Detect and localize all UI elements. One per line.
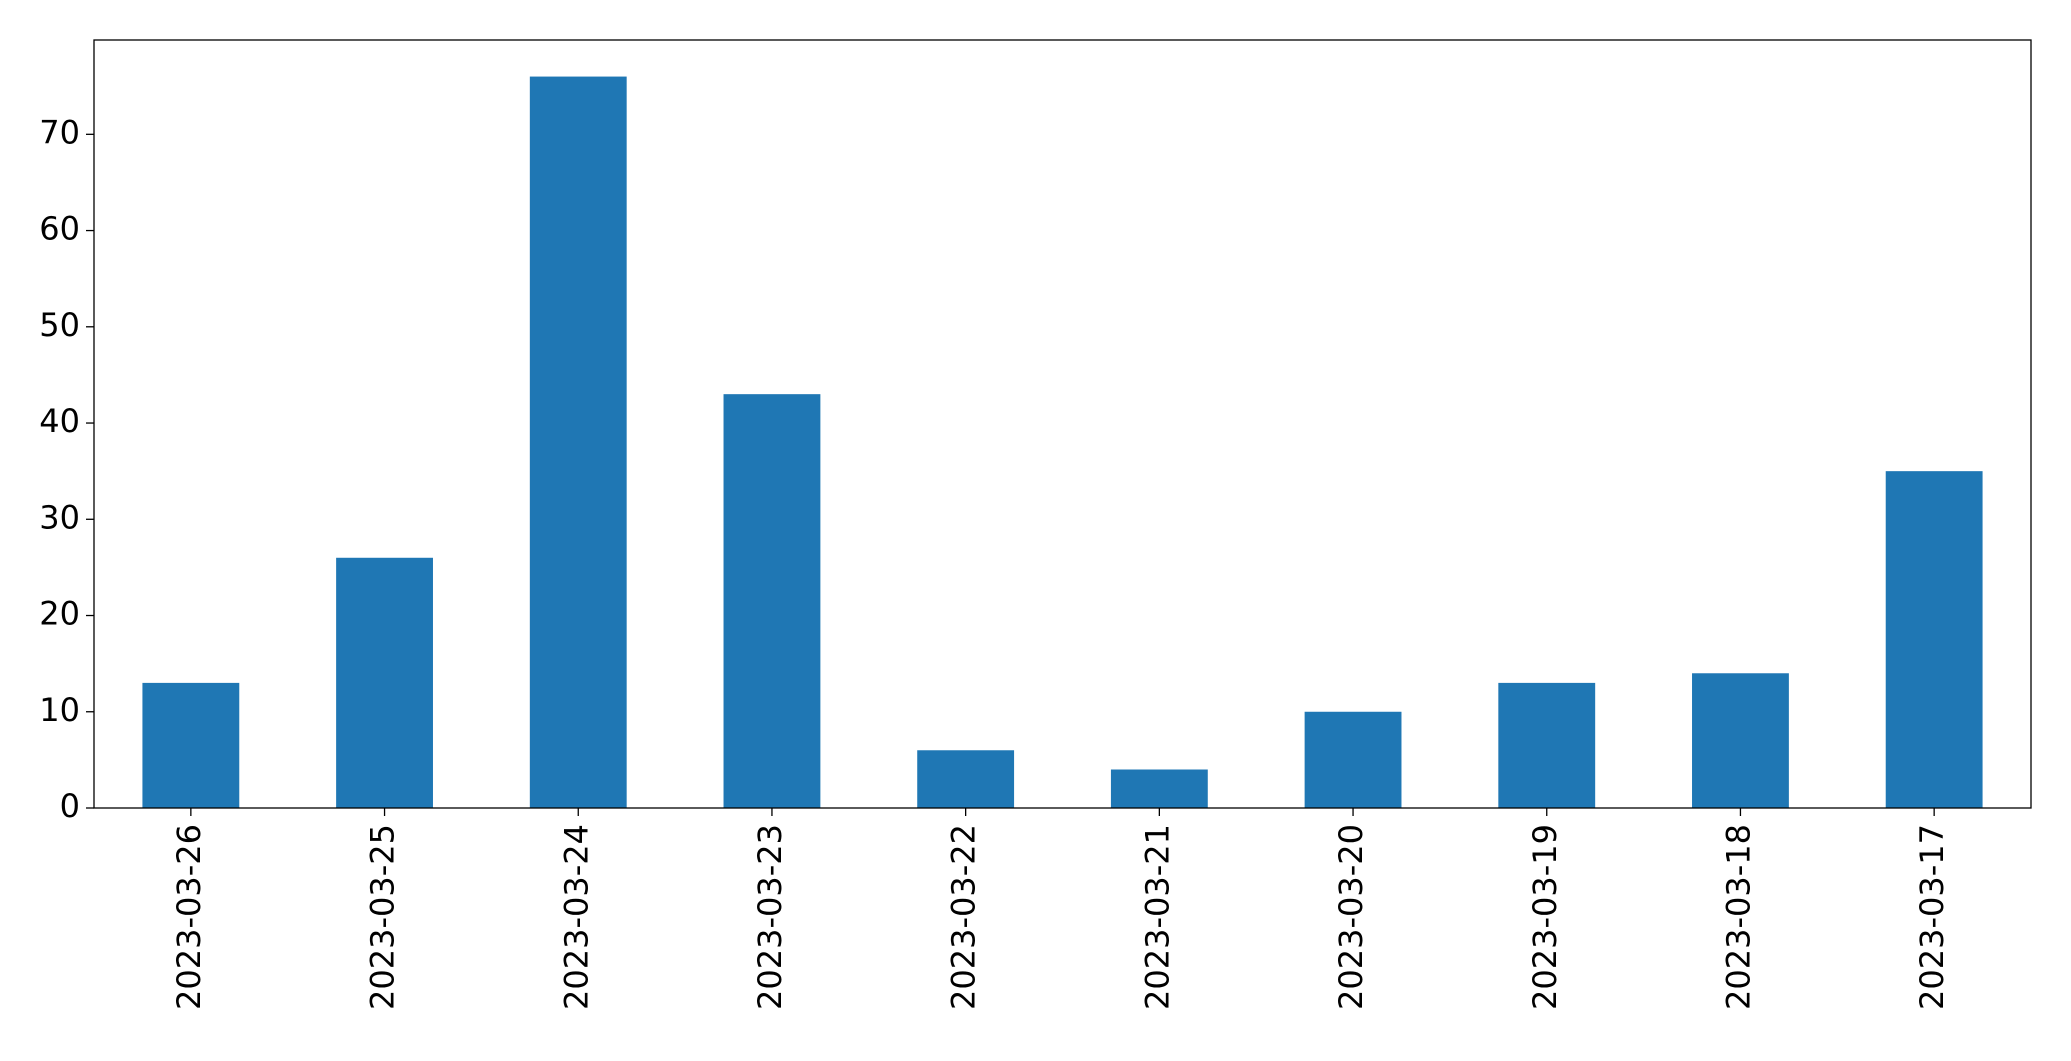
y-tick-label: 0 [60,787,80,825]
y-tick-label: 50 [39,306,80,344]
bar [1498,682,1596,808]
x-tick-label: 2023-03-17 [1913,824,1951,1010]
bar [529,76,627,809]
bar [1110,769,1208,808]
bar [1304,711,1402,808]
y-tick-label: 10 [39,691,80,729]
plot-frame [93,39,2032,809]
bar [723,394,821,808]
x-tick-label: 2023-03-18 [1719,824,1757,1010]
x-tick-label: 2023-03-22 [945,824,983,1010]
y-tick-label: 20 [39,595,80,633]
bar [336,557,433,808]
x-tick-label: 2023-03-24 [557,824,595,1010]
y-tick-label: 30 [39,498,80,536]
x-tick-label: 2023-03-25 [364,824,402,1010]
y-tick-label: 60 [39,210,80,248]
y-tick-label: 70 [39,113,80,151]
bar [917,750,1015,808]
x-tick-label: 2023-03-26 [170,824,208,1010]
y-tick-label: 40 [39,402,80,440]
bar [1885,471,1983,808]
bar [142,682,240,808]
x-tick-label: 2023-03-21 [1138,824,1176,1010]
x-tick-label: 2023-03-19 [1526,824,1564,1010]
x-tick-label: 2023-03-23 [751,824,789,1010]
x-tick-label: 2023-03-20 [1332,824,1370,1010]
bar [1692,673,1789,808]
